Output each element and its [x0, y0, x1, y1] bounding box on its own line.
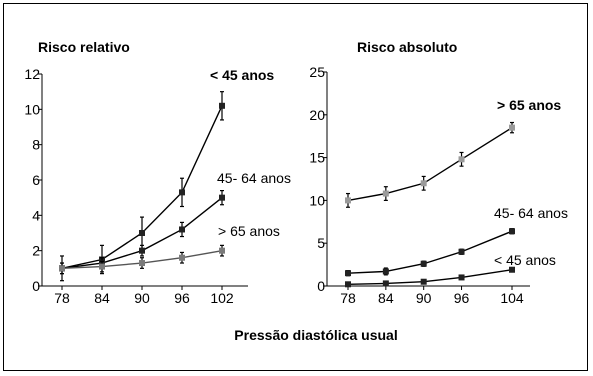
y-tick-label: 0 [32, 278, 40, 294]
series-label: > 65 anos [218, 223, 280, 239]
data-point [420, 260, 427, 267]
chart-0: 0 2 4 6 8 10 12 78 84 90 96 102 < 45 anos 45- 64 anos… [24, 66, 291, 306]
chart-1: 0 5 10 15 20 25 78 84 90 96 104 > 65 anos 45- 64 ano… [309, 64, 568, 306]
x-tick-label: 78 [54, 290, 70, 306]
y-tick-label: 15 [309, 150, 325, 166]
y-tick-label: 20 [309, 107, 325, 123]
series-label: 45- 64 anos [494, 205, 568, 221]
series-line [347, 127, 513, 202]
data-point [420, 180, 427, 187]
chart-title-relative: Risco relativo [38, 39, 130, 55]
x-tick-label: 78 [340, 290, 356, 306]
data-point [99, 263, 105, 270]
data-point [345, 270, 351, 277]
series-1: 45- 64 anos [345, 205, 568, 277]
series-label: > 65 anos [497, 97, 561, 113]
data-point [509, 228, 515, 235]
series-2: > 65 anos [59, 223, 280, 275]
data-point [382, 280, 389, 287]
data-point [179, 226, 185, 233]
data-point [179, 254, 185, 261]
x-tick-label: 96 [454, 290, 470, 306]
data-point [59, 265, 65, 272]
y-tick-label: 4 [32, 207, 40, 223]
data-point [139, 230, 145, 236]
y-tick-label: 6 [32, 172, 40, 188]
x-axis-label: Pressão diastólica usual [234, 327, 397, 343]
x-tick-label: 90 [416, 290, 432, 306]
y-tick-label: 25 [309, 64, 325, 80]
x-tick-label: 84 [94, 290, 110, 306]
series-label: 45- 64 anos [217, 170, 291, 186]
y-tick-label: 10 [309, 192, 325, 208]
y-tick-label: 2 [32, 243, 40, 259]
series-line [347, 230, 513, 274]
data-point [219, 194, 225, 201]
y-tick-label: 10 [24, 101, 40, 117]
series-0: < 45 anos [59, 67, 274, 282]
y-tick-label: 5 [317, 235, 325, 251]
x-tick-label: 104 [500, 290, 524, 306]
x-tick-label: 102 [210, 290, 234, 306]
data-point [382, 190, 389, 197]
y-tick-label: 8 [32, 137, 40, 153]
data-point [458, 156, 465, 163]
x-tick-label: 84 [378, 290, 394, 306]
data-point [458, 248, 465, 255]
figure-frame [3, 3, 588, 371]
data-point [345, 281, 351, 288]
data-point [219, 102, 225, 109]
data-point [179, 189, 185, 196]
y-tick-label: 12 [24, 66, 40, 82]
data-point [509, 124, 515, 131]
series-0: > 65 anos [345, 97, 561, 208]
data-point [139, 247, 145, 254]
series-label: < 45 anos [494, 252, 556, 268]
chart-title-absolute: Risco absoluto [357, 39, 457, 55]
x-tick-label: 96 [174, 290, 190, 306]
data-point [219, 247, 225, 254]
data-point [345, 197, 351, 204]
data-point [382, 268, 389, 275]
series-label: < 45 anos [210, 67, 274, 83]
data-point [458, 274, 465, 281]
y-tick-label: 0 [317, 278, 325, 294]
series-2: < 45 anos [345, 252, 556, 288]
x-tick-label: 90 [134, 290, 150, 306]
data-point [509, 266, 515, 273]
data-point [139, 260, 145, 267]
data-point [420, 278, 427, 285]
